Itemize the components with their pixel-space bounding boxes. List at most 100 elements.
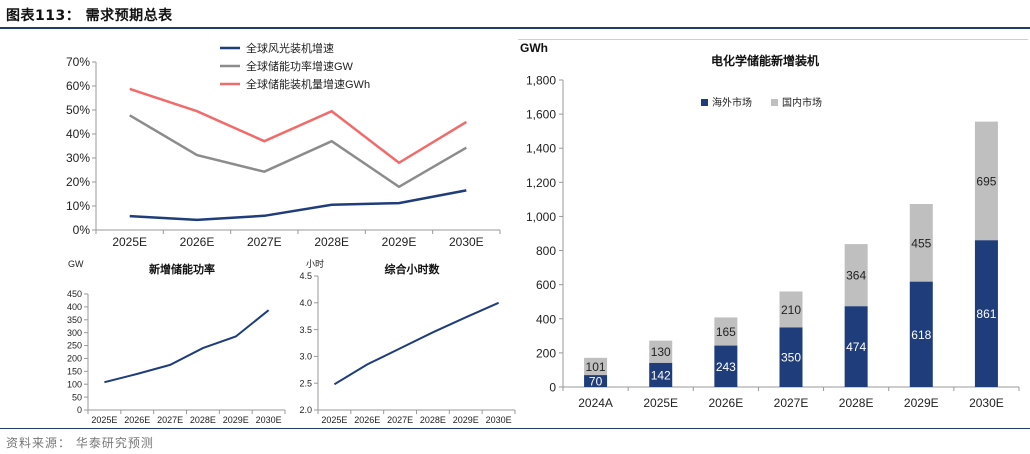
- series-line-2: [129, 114, 467, 189]
- y-tick-label: 1,000: [526, 210, 556, 224]
- legend-label-3: 全球储能装机量增速GWh: [246, 77, 370, 91]
- growth-line-chart: 0% 10% 20% 30% 40% 50% 60% 70% 2025E 2026E 2027E 20…: [66, 41, 501, 249]
- y-tick-label: 200: [67, 354, 82, 364]
- y-tick-label: 50%: [66, 103, 90, 117]
- source-note: 资料来源： 华泰研究预测: [6, 436, 154, 450]
- y-tick-label: 2.5: [299, 378, 312, 388]
- data-label-1: 618: [911, 328, 931, 342]
- data-label-1: 861: [976, 307, 996, 321]
- bar-segment-2: [974, 121, 998, 241]
- x-tick-label: 2030E: [449, 235, 484, 249]
- bar-segment-2: [584, 357, 608, 376]
- x-tick-label: 2028E: [314, 235, 349, 249]
- bar-segment-1: [584, 375, 608, 387]
- y-tick-label: 50: [72, 392, 82, 402]
- x-tick-label: 2026E: [709, 396, 744, 410]
- bar-segment-2: [714, 317, 738, 346]
- bar-segment-1: [714, 345, 738, 387]
- y-tick-label: 30%: [66, 151, 90, 165]
- y-tick-label: 0: [77, 405, 82, 415]
- y-tick-label: 250: [67, 341, 82, 351]
- y-tick-label: 10%: [66, 199, 90, 213]
- y-tick-label: 3.5: [299, 325, 312, 335]
- bar-segment-2: [909, 203, 933, 282]
- x-tick-label: 2030E: [969, 396, 1004, 410]
- y-axis-unit: GWh: [520, 41, 548, 55]
- series-line-1: [104, 309, 270, 384]
- bar-segment-2: [649, 340, 673, 363]
- y-tick-label: 100: [67, 379, 82, 389]
- y-tick-label: 350: [67, 315, 82, 325]
- x-tick-label: 2026E: [354, 415, 380, 425]
- x-tick-label: 2029E: [382, 235, 417, 249]
- header: 图表113： 需求预期总表: [0, 0, 1030, 29]
- y-axis-unit: GW: [68, 259, 84, 269]
- y-axis-unit: 小时: [306, 258, 324, 269]
- legend-swatch-2: [771, 99, 778, 106]
- data-label-2: 364: [846, 269, 866, 283]
- chart-title: 综合小时数: [385, 262, 441, 276]
- x-tick-label: 2025E: [112, 235, 147, 249]
- bar-segment-1: [909, 281, 933, 387]
- x-tick-label: 2025E: [91, 415, 117, 425]
- x-tick-label: 2025E: [321, 415, 347, 425]
- bar-segment-1: [649, 362, 673, 387]
- bar-segment-2: [779, 291, 803, 328]
- series-line-1: [333, 301, 500, 386]
- x-tick-label: 2030E: [256, 415, 282, 425]
- x-tick-label: 2027E: [387, 415, 413, 425]
- data-label-1: 70: [589, 375, 603, 389]
- y-tick-label: 150: [67, 366, 82, 376]
- y-tick-label: 70%: [66, 55, 90, 69]
- series-line-3: [129, 87, 467, 165]
- y-tick-label: 20%: [66, 175, 90, 189]
- y-tick-label: 60%: [66, 79, 90, 93]
- data-label-2: 695: [976, 174, 996, 188]
- x-tick-label: 2025E: [643, 396, 678, 410]
- x-tick-label: 2026E: [124, 415, 150, 425]
- x-tick-label: 2029E: [223, 415, 249, 425]
- power-line-chart: 0 50 100 150 200 250 300 350 400 450 2025E 2026E 202…: [67, 259, 286, 425]
- series-line-1: [129, 189, 467, 222]
- x-tick-label: 2028E: [420, 415, 446, 425]
- right-panel-top-rule: [518, 39, 1028, 40]
- hours-line-chart: 2.0 2.5 3.0 3.5 4.0 4.5 2025E 2026E 2027E 2028E 20…: [299, 258, 516, 425]
- y-tick-label: 4.5: [299, 271, 312, 281]
- data-label-2: 210: [781, 303, 801, 317]
- x-tick-label: 2028E: [190, 415, 216, 425]
- legend-label-1: 海外市场: [712, 96, 752, 109]
- x-tick-label: 2028E: [839, 396, 874, 410]
- x-tick-label: 2027E: [157, 415, 183, 425]
- y-tick-label: 300: [67, 328, 82, 338]
- x-tick-label: 2030E: [486, 415, 512, 425]
- legend-label-2: 国内市场: [782, 96, 822, 109]
- y-tick-label: 2.0: [299, 405, 312, 415]
- footer-rule: [0, 428, 1030, 429]
- y-tick-label: 450: [67, 289, 82, 299]
- bar-segment-2: [844, 244, 868, 307]
- y-tick-label: 0: [549, 381, 556, 395]
- header-rule: [0, 27, 1030, 29]
- y-tick-label: 3.0: [299, 352, 312, 362]
- data-label-1: 474: [846, 340, 866, 354]
- bar-segment-1: [844, 306, 868, 387]
- y-tick-label: 400: [67, 302, 82, 312]
- y-tick-label: 1,800: [526, 74, 556, 88]
- storage-bar-chart: GWh 电化学储能新增装机 0 200 400 600 800 1,000 1,200 1,400…: [520, 41, 1020, 410]
- figure-title: 图表113： 需求预期总表: [6, 8, 173, 24]
- data-label-2: 165: [716, 325, 736, 339]
- y-tick-label: 800: [536, 244, 556, 258]
- data-label-1: 350: [781, 351, 801, 365]
- chart-title: 新增储能功率: [149, 262, 215, 276]
- x-tick-label: 2027E: [774, 396, 809, 410]
- data-label-2: 455: [911, 236, 931, 250]
- y-tick-label: 1,400: [526, 142, 556, 156]
- y-tick-label: 1,200: [526, 176, 556, 190]
- legend-swatch-1: [701, 99, 708, 106]
- data-label-2: 130: [651, 345, 671, 359]
- x-tick-label: 2027E: [247, 235, 282, 249]
- x-tick-label: 2024A: [578, 396, 613, 410]
- y-tick-label: 4.0: [299, 298, 312, 308]
- y-tick-label: 0%: [73, 223, 91, 237]
- bar-segment-1: [779, 327, 803, 387]
